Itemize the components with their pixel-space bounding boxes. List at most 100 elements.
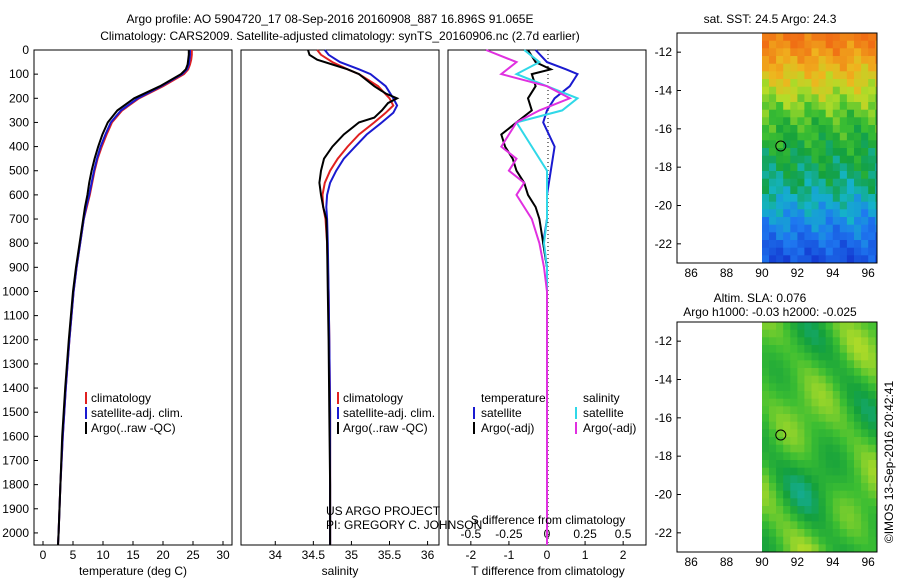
sla_map-cell [875,360,878,369]
sla_map-cell [783,421,791,430]
sst_map-cell [839,48,848,57]
sst_map-cell [818,209,827,218]
sla_map-cell [769,398,777,407]
sla_map-cell [868,375,876,384]
sla_map-cell [825,398,834,407]
sla_map-cell [818,414,827,423]
sst_map-cell [839,71,848,80]
sla_map-cell [868,360,876,369]
depth-tick-label: 400 [9,140,29,154]
sla_map-y-tick: -18 [655,449,673,463]
sst_map-cell [846,94,855,103]
sst_map-cell [832,102,841,111]
sla_map-cell [797,452,805,461]
sst_map-cell [811,232,819,241]
sla_map-cell [846,414,855,423]
sla_map-cell [875,391,878,400]
sst_map-cell [875,48,878,57]
sst_map-cell [804,71,812,80]
sst_map-cell [776,194,784,203]
sla_map-cell [846,529,855,538]
sla_map-cell [861,467,869,476]
sst_map-cell [776,240,784,249]
sst_map-cell [783,140,791,149]
sst_map-cell [825,232,834,241]
sla_map-cell [797,429,805,438]
difference-series-3 [485,49,573,545]
sla_map-cell [811,437,819,446]
sst_map-cell [875,232,878,241]
sst_map-cell [861,217,869,226]
sla_map-cell [832,467,841,476]
sst_map-cell [797,56,805,65]
sla_map-cell [868,467,876,476]
sla_map-cell [776,429,784,438]
sla_map-cell [846,352,855,361]
sst_map-cell [762,94,770,103]
sst_map-cell [804,155,812,164]
sst_map-cell [811,155,819,164]
sla_map-cell [875,444,878,453]
sst_map-cell [797,224,805,233]
sla_map-cell [790,467,798,476]
sla_map-cell [783,360,791,369]
sla_map-cell [797,544,805,553]
sst_map-cell [769,48,777,57]
sst_map-cell [832,79,841,88]
sst_map-cell [818,163,827,172]
sla_map-cell [868,421,876,430]
sst_map-cell [854,255,862,264]
sla_map-cell [825,490,834,499]
sst_map-cell [776,140,784,149]
sst-map-frame [676,32,878,264]
sla-map-subtitle: Argo h1000: -0.03 h2000: -0.025 [683,305,857,319]
x-tick-label: 36 [421,548,435,562]
sst_map-cell [804,33,812,42]
sla_map-cell [790,498,798,507]
sla_map-cell [839,529,848,538]
sla_map-cell [868,368,876,377]
sst_map-cell [875,94,878,103]
sla_map-cell [790,483,798,492]
sla_map-cell [769,452,777,461]
sla_map-cell [818,483,827,492]
sst_map-cell [811,63,819,72]
sla_map-cell [839,483,848,492]
sla_map-cell [762,406,770,415]
sst_map-cell [797,109,805,118]
sla_map-cell [854,529,862,538]
sla_map-cell [832,544,841,553]
sla_map-cell [776,391,784,400]
sla_map-cell [854,352,862,361]
sst_map-cell [832,217,841,226]
sla_map-cell [776,460,784,469]
sst_map-cell [846,71,855,80]
sst_map-x-tick: 94 [826,266,840,280]
sla_map-cell [846,444,855,453]
sla_map-cell [811,483,819,492]
depth-tick-label: 500 [9,164,29,178]
sla_map-cell [769,490,777,499]
sla_map-cell [783,498,791,507]
sla_map-cell [790,490,798,499]
sst_map-cell [875,194,878,203]
sst_map-cell [832,240,841,249]
sla_map-cell [776,544,784,553]
sst_map-cell [776,86,784,95]
sst_map-cell [854,140,862,149]
sla_map-cell [854,421,862,430]
sst_map-cell [818,33,827,42]
sla_map-cell [832,406,841,415]
sst_map-cell [839,40,848,49]
sst_map-cell [790,33,798,42]
sla_map-cell [804,544,812,553]
difference-legend-s-satellite: satellite [583,406,624,420]
sst_map-cell [804,163,812,172]
sst_map-cell [797,140,805,149]
sst_map-cell [846,240,855,249]
sst_map-cell [868,224,876,233]
sla_map-cell [832,513,841,522]
sst_map-cell [875,224,878,233]
sla_map-cell [811,375,819,384]
sla_map-cell [854,475,862,484]
